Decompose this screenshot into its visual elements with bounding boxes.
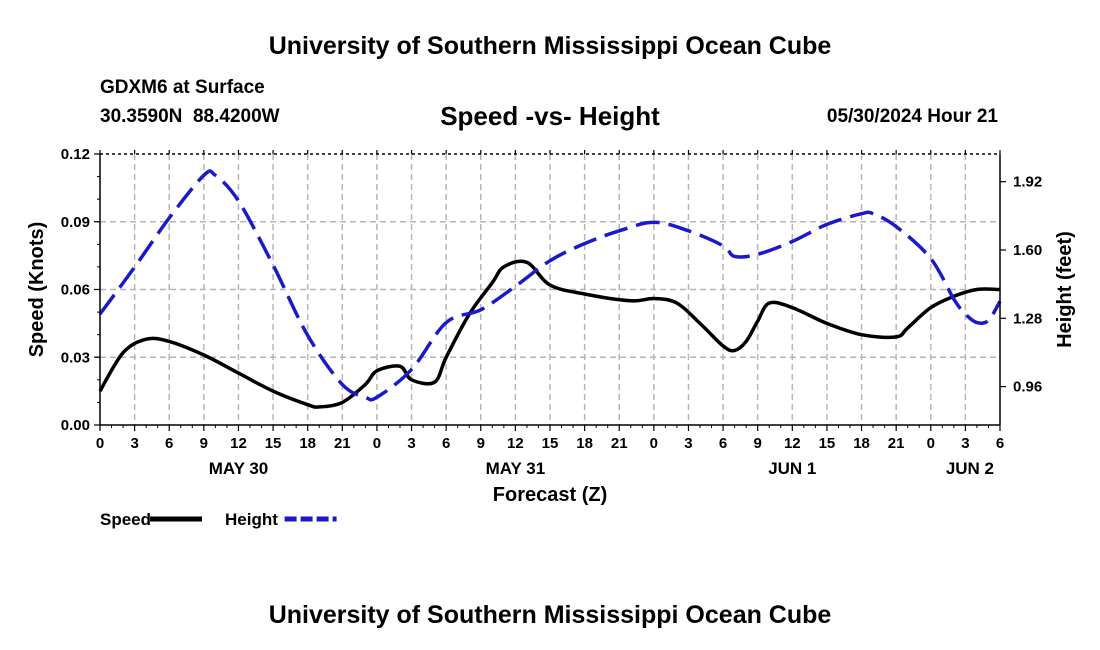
legend-label-speed: Speed xyxy=(100,510,151,529)
height-series-line xyxy=(98,169,1002,402)
x-tick-label: 9 xyxy=(477,435,485,452)
y2-axis-title: Height (feet) xyxy=(1054,231,1076,348)
x-tick-label: 21 xyxy=(611,435,628,452)
y2-tick-label: 1.92 xyxy=(1013,174,1042,191)
day-label: JUN 1 xyxy=(768,459,816,478)
y-tick-label: 0.12 xyxy=(61,146,90,163)
station-label: GDXM6 at Surface xyxy=(100,77,265,98)
x-tick-label: 0 xyxy=(373,435,381,452)
x-tick-label: 12 xyxy=(230,435,247,452)
x-tick-label: 15 xyxy=(265,435,282,452)
day-label: JUN 2 xyxy=(946,459,994,478)
x-tick-label: 0 xyxy=(650,435,658,452)
y2-tick-label: 1.28 xyxy=(1013,310,1042,327)
x-tick-label: 6 xyxy=(719,435,727,452)
x-tick-label: 6 xyxy=(165,435,173,452)
x-tick-label: 6 xyxy=(996,435,1004,452)
x-tick-label: 12 xyxy=(784,435,801,452)
x-tick-label: 18 xyxy=(299,435,316,452)
x-tick-label: 15 xyxy=(819,435,836,452)
y-axis-title: Speed (Knots) xyxy=(26,222,48,358)
x-tick-label: 12 xyxy=(507,435,524,452)
x-tick-label: 18 xyxy=(853,435,870,452)
footer-title: University of Southern Mississippi Ocean… xyxy=(268,601,832,629)
legend-label-height: Height xyxy=(225,510,278,529)
y-tick-label: 0.09 xyxy=(61,214,90,231)
x-tick-label: 0 xyxy=(927,435,935,452)
x-tick-label: 3 xyxy=(961,435,969,452)
y-tick-label: 0.03 xyxy=(61,349,90,366)
x-tick-label: 3 xyxy=(407,435,415,452)
x-tick-label: 6 xyxy=(442,435,450,452)
day-label: MAY 31 xyxy=(486,459,546,478)
x-tick-label: 21 xyxy=(888,435,905,452)
chart-title: Speed -vs- Height xyxy=(440,101,660,131)
x-tick-label: 15 xyxy=(542,435,559,452)
x-tick-label: 0 xyxy=(96,435,104,452)
axis-labels: 0 3 6 9 12 15 18 21 0 3 6 9 12 15 18 21 0 3 6 9 12 15 18 21 0 3 6 0… xyxy=(26,146,1076,506)
x-tick-label: 3 xyxy=(684,435,692,452)
day-label: MAY 30 xyxy=(209,459,269,478)
y-tick-label: 0.00 xyxy=(61,417,90,434)
x-tick-label: 3 xyxy=(130,435,138,452)
series-lines xyxy=(98,169,1002,409)
y2-tick-label: 1.60 xyxy=(1013,242,1042,259)
datetime-label: 05/30/2024 Hour 21 xyxy=(826,106,998,127)
location-label: 30.3590N 88.4200W xyxy=(100,106,280,127)
y2-tick-label: 0.96 xyxy=(1013,379,1042,396)
legend: Speed Height xyxy=(100,510,337,529)
page-title: University of Southern Mississippi Ocean… xyxy=(268,32,832,60)
x-tick-label: 18 xyxy=(576,435,593,452)
axes xyxy=(94,150,1006,431)
x-tick-label: 21 xyxy=(334,435,351,452)
speed-series-line xyxy=(98,259,1001,409)
y-tick-label: 0.06 xyxy=(61,282,90,299)
x-tick-label: 9 xyxy=(754,435,762,452)
x-axis-title: Forecast (Z) xyxy=(493,484,607,506)
x-tick-label: 9 xyxy=(200,435,208,452)
